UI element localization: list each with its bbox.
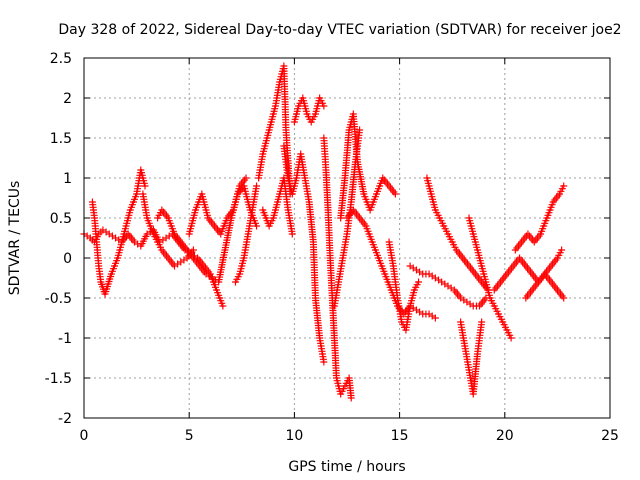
y-tick-label: -1 xyxy=(58,331,72,347)
data-point xyxy=(558,246,566,254)
data-point xyxy=(478,318,486,326)
data-point xyxy=(320,102,328,110)
y-tick-label: 0 xyxy=(63,251,72,267)
data-point xyxy=(560,182,568,190)
x-axis-label: GPS time / hours xyxy=(288,459,405,475)
x-tick-label: 0 xyxy=(80,428,89,444)
plot-frame xyxy=(83,57,611,419)
axis-ticks: 0 5 10 15 20 25 -2 -1.5 -1 -0.5 0 0.5 1 1.5 2 2.5 xyxy=(45,51,619,444)
y-tick-label: -1.5 xyxy=(45,371,72,387)
y-tick-label: 2.5 xyxy=(50,51,72,67)
data-point xyxy=(356,126,364,134)
x-tick-label: 25 xyxy=(601,428,619,444)
chart-title: Day 328 of 2022, Sidereal Day-to-day VTE… xyxy=(58,22,621,38)
y-tick-label: -0.5 xyxy=(45,291,72,307)
y-tick-label: 2 xyxy=(63,91,72,107)
x-tick-label: 10 xyxy=(285,428,303,444)
data-point xyxy=(253,222,261,230)
data-point xyxy=(507,334,515,342)
grid xyxy=(84,58,610,418)
y-tick-label: 1.5 xyxy=(50,131,72,147)
data-point xyxy=(560,294,568,302)
data-point xyxy=(141,182,149,190)
y-tick-label: -2 xyxy=(58,411,72,427)
data-point xyxy=(431,314,439,322)
data-point xyxy=(189,246,197,254)
data-point xyxy=(253,182,261,190)
y-tick-label: 1 xyxy=(63,171,72,187)
y-tick-label: 0.5 xyxy=(50,211,72,227)
data-point xyxy=(347,394,355,402)
data-point xyxy=(288,230,296,238)
data-point xyxy=(320,358,328,366)
data-point xyxy=(219,302,227,310)
data-point xyxy=(242,174,250,182)
data-point xyxy=(415,278,423,286)
x-tick-label: 5 xyxy=(185,428,194,444)
data-points xyxy=(80,62,568,402)
y-axis-label: SDTVAR / TECUs xyxy=(7,181,23,296)
data-point xyxy=(391,190,399,198)
x-tick-label: 20 xyxy=(496,428,514,444)
x-tick-label: 15 xyxy=(391,428,409,444)
